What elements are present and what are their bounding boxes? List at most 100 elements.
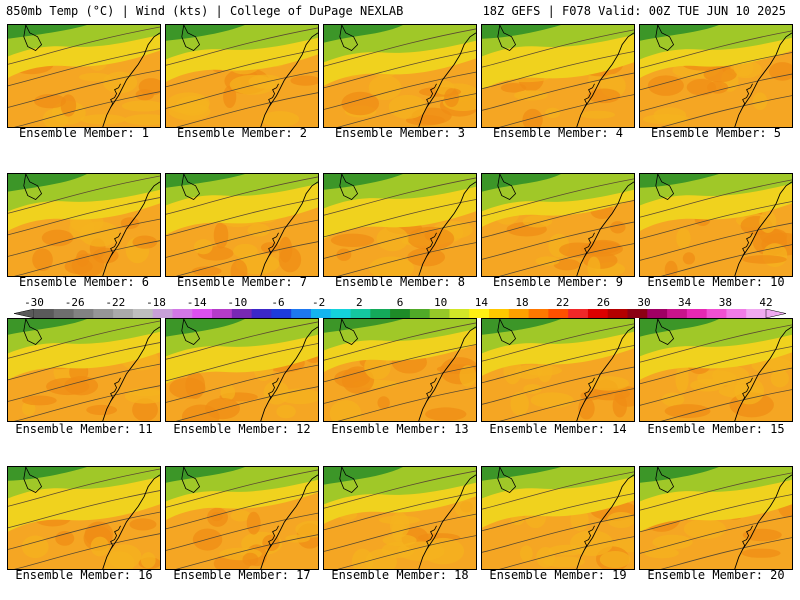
ensemble-member-map bbox=[323, 173, 477, 277]
isotherm-contour bbox=[499, 94, 634, 127]
ensemble-member-map bbox=[7, 24, 161, 128]
temperature-blotch bbox=[742, 528, 782, 542]
colorbar-min-arrow bbox=[14, 309, 35, 318]
ensemble-member-label: Ensemble Member: 19 bbox=[489, 568, 627, 582]
temperature-blotch bbox=[193, 239, 213, 255]
isotherm-contour bbox=[324, 220, 476, 259]
colorbar-segment bbox=[34, 309, 55, 318]
temperature-blotch bbox=[33, 93, 66, 109]
colorbar-scale bbox=[14, 309, 786, 318]
lake-outline bbox=[181, 174, 201, 200]
isotherm-contour bbox=[8, 511, 160, 550]
isotherm-contour bbox=[337, 535, 476, 569]
colorbar-segment bbox=[568, 309, 589, 318]
isotherm-contour bbox=[324, 28, 476, 67]
temperature-field bbox=[324, 174, 476, 276]
ensemble-member-label: Ensemble Member: 6 bbox=[18, 275, 150, 289]
colorbar-tick-label: -2 bbox=[312, 296, 326, 309]
isotherm-contour bbox=[640, 179, 792, 218]
temperature-blotch bbox=[246, 511, 261, 535]
bay-outline bbox=[110, 232, 121, 257]
isotherm-contour bbox=[499, 243, 634, 276]
isotherm-contour bbox=[324, 365, 476, 404]
bay-outline bbox=[584, 83, 595, 108]
isotherm-contour bbox=[14, 240, 160, 276]
colorbar-tick-label: 14 bbox=[474, 296, 488, 309]
temperature-blotch bbox=[703, 66, 737, 83]
colorbar-segment bbox=[647, 309, 668, 318]
isotherm-contour bbox=[499, 536, 634, 569]
isotherm-contour bbox=[324, 177, 476, 216]
temperature-blotch bbox=[511, 514, 525, 526]
isotherm-contour bbox=[640, 30, 792, 69]
temperature-field bbox=[8, 319, 160, 421]
bay-outline bbox=[426, 232, 437, 257]
temperature-field bbox=[640, 174, 792, 276]
isotherm-contour bbox=[482, 323, 634, 362]
colorbar-segment bbox=[726, 309, 747, 318]
colorbar-tick-label: 10 bbox=[434, 296, 448, 309]
temperature-blotch bbox=[368, 256, 414, 276]
isotherm-contour bbox=[166, 512, 318, 551]
isotherm-contour bbox=[640, 367, 792, 406]
lake-outline bbox=[339, 174, 359, 200]
colorbar-tick-label: -10 bbox=[227, 296, 248, 309]
temperature-blotch bbox=[553, 258, 581, 271]
temperature-blotch bbox=[535, 256, 560, 266]
ensemble-member-map bbox=[481, 318, 635, 422]
temperature-blotch bbox=[121, 100, 160, 112]
temperature-blotch bbox=[425, 407, 467, 421]
isotherm-contour bbox=[8, 320, 160, 359]
temperature-field bbox=[8, 25, 160, 127]
temperature-blotch bbox=[769, 62, 792, 81]
bay-outline bbox=[110, 377, 121, 402]
colorbar-segment bbox=[310, 309, 332, 318]
lake-outline bbox=[181, 25, 201, 51]
ensemble-member-label: Ensemble Member: 10 bbox=[647, 275, 785, 289]
isotherm-contour bbox=[166, 219, 318, 258]
isotherm-contour bbox=[14, 533, 160, 569]
temperature-blotch bbox=[500, 83, 527, 93]
temperature-blotch bbox=[510, 391, 529, 416]
temperature-blotch bbox=[742, 255, 787, 264]
colorbar-segment bbox=[686, 309, 708, 318]
colorbar-segment bbox=[528, 309, 549, 318]
temperature-blotch bbox=[46, 377, 90, 396]
isotherm-contour bbox=[324, 50, 476, 89]
colorbar-segment bbox=[350, 309, 371, 318]
isotherm-contour bbox=[482, 471, 634, 510]
colorbar-tick-label: -14 bbox=[186, 296, 207, 309]
ensemble-member-label: Ensemble Member: 14 bbox=[489, 422, 627, 436]
lake-outline bbox=[181, 319, 201, 345]
colorbar-tick-label: -6 bbox=[271, 296, 285, 309]
temperature-blotch bbox=[644, 547, 679, 559]
isotherm-contour bbox=[324, 513, 476, 552]
colorbar-segment bbox=[587, 309, 609, 318]
temperature-blotch bbox=[585, 239, 621, 254]
lake-outline bbox=[655, 319, 675, 345]
lake-outline bbox=[655, 467, 675, 493]
colorbar-segment bbox=[152, 309, 173, 318]
colorbar-segment bbox=[746, 309, 767, 318]
temperature-blotch bbox=[444, 88, 459, 108]
temperature-blotch bbox=[610, 221, 626, 234]
ensemble-member-label: Ensemble Member: 1 bbox=[18, 126, 150, 140]
colorbar: -30 -26 -22 -18 -14 -10 -6 -2 2 6 10 14 18 22 26 30 34 38… bbox=[14, 296, 786, 320]
isotherm-contour bbox=[482, 221, 634, 260]
ensemble-member-label: Ensemble Member: 17 bbox=[173, 568, 311, 582]
isotherm-contour bbox=[482, 493, 634, 532]
temperature-blotch bbox=[260, 111, 300, 127]
temperature-blotch bbox=[647, 75, 684, 96]
isotherm-contour bbox=[8, 490, 160, 529]
lake-outline bbox=[23, 319, 43, 345]
isotherm-contour bbox=[324, 322, 476, 361]
bay-outline bbox=[584, 525, 595, 550]
ensemble-member-map bbox=[481, 173, 635, 277]
temperature-blotch bbox=[368, 75, 402, 101]
temperature-field bbox=[640, 319, 792, 421]
temperature-blotch bbox=[519, 545, 533, 562]
ensemble-member-map bbox=[323, 466, 477, 570]
ensemble-member-label: Ensemble Member: 9 bbox=[492, 275, 624, 289]
temperature-blotch bbox=[120, 217, 140, 229]
ensemble-member-map bbox=[481, 466, 635, 570]
